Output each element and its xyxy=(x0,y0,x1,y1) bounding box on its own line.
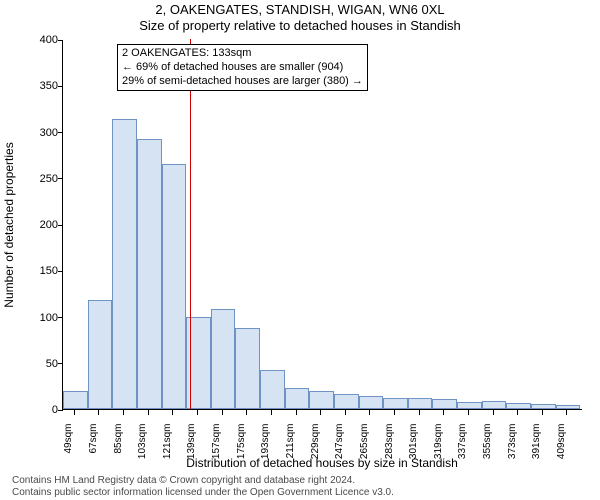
x-tick-mark xyxy=(271,410,272,415)
annotation-box: 2 OAKENGATES: 133sqm ← 69% of detached h… xyxy=(117,44,368,91)
histogram-bar xyxy=(408,398,433,409)
y-tick-mark xyxy=(58,271,63,272)
x-tick-label: 355sqm xyxy=(482,424,493,474)
histogram-bar xyxy=(112,119,137,409)
histogram-bar xyxy=(556,405,581,409)
x-tick-label: 211sqm xyxy=(285,424,296,474)
x-tick-mark xyxy=(566,410,567,415)
chart-title-address: 2, OAKENGATES, STANDISH, WIGAN, WN6 0XL xyxy=(0,2,600,17)
x-tick-mark xyxy=(419,410,420,415)
x-tick-mark xyxy=(222,410,223,415)
chart-title-desc: Size of property relative to detached ho… xyxy=(0,18,600,33)
y-tick-label: 300 xyxy=(18,127,58,139)
y-tick-label: 0 xyxy=(18,404,58,416)
footer-line1: Contains HM Land Registry data © Crown c… xyxy=(12,475,394,487)
reference-vline xyxy=(190,39,191,409)
histogram-bar xyxy=(88,300,113,409)
x-tick-mark xyxy=(394,410,395,415)
y-tick-label: 400 xyxy=(18,34,58,46)
x-tick-label: 247sqm xyxy=(334,424,345,474)
histogram-bar xyxy=(359,396,384,409)
x-tick-mark xyxy=(443,410,444,415)
x-tick-label: 337sqm xyxy=(457,424,468,474)
x-tick-label: 265sqm xyxy=(359,424,370,474)
x-tick-label: 301sqm xyxy=(408,424,419,474)
y-tick-label: 100 xyxy=(18,312,58,324)
y-tick-label: 200 xyxy=(18,219,58,231)
annotation-line2: ← 69% of detached houses are smaller (90… xyxy=(122,61,363,75)
y-tick-mark xyxy=(58,225,63,226)
x-tick-mark xyxy=(148,410,149,415)
x-tick-label: 85sqm xyxy=(113,424,124,474)
x-tick-mark xyxy=(246,410,247,415)
x-tick-label: 391sqm xyxy=(531,424,542,474)
x-tick-mark xyxy=(296,410,297,415)
x-tick-mark xyxy=(468,410,469,415)
x-tick-label: 229sqm xyxy=(310,424,321,474)
footer-line2: Contains public sector information licen… xyxy=(12,487,394,499)
x-tick-mark xyxy=(197,410,198,415)
x-tick-label: 157sqm xyxy=(211,424,222,474)
histogram-bar xyxy=(531,404,556,409)
x-tick-mark xyxy=(74,410,75,415)
x-tick-label: 283sqm xyxy=(384,424,395,474)
histogram-bar xyxy=(211,309,236,409)
plot-area: 2 OAKENGATES: 133sqm ← 69% of detached h… xyxy=(62,40,582,410)
x-tick-mark xyxy=(369,410,370,415)
y-tick-mark xyxy=(58,40,63,41)
x-tick-mark xyxy=(493,410,494,415)
x-tick-label: 409sqm xyxy=(556,424,567,474)
histogram-bar xyxy=(383,398,408,409)
y-tick-mark xyxy=(58,132,63,133)
histogram-bar xyxy=(260,370,285,409)
histogram-bar xyxy=(334,394,359,409)
histogram-bar xyxy=(432,399,457,409)
histogram-bar xyxy=(285,388,310,409)
y-tick-label: 350 xyxy=(18,80,58,92)
annotation-line1: 2 OAKENGATES: 133sqm xyxy=(122,47,363,61)
x-tick-mark xyxy=(172,410,173,415)
x-tick-label: 67sqm xyxy=(88,424,99,474)
x-tick-label: 193sqm xyxy=(260,424,271,474)
x-tick-mark xyxy=(517,410,518,415)
x-tick-label: 373sqm xyxy=(507,424,518,474)
histogram-bar xyxy=(162,164,187,409)
annotation-line3: 29% of semi-detached houses are larger (… xyxy=(122,75,363,89)
x-tick-label: 103sqm xyxy=(137,424,148,474)
y-tick-mark xyxy=(58,86,63,87)
histogram-bar xyxy=(235,328,260,409)
x-tick-label: 319sqm xyxy=(433,424,444,474)
y-tick-mark xyxy=(58,317,63,318)
histogram-bar xyxy=(309,391,334,410)
x-tick-mark xyxy=(98,410,99,415)
y-tick-mark xyxy=(58,363,63,364)
histogram-bar xyxy=(63,391,88,410)
y-tick-label: 150 xyxy=(18,265,58,277)
chart-container: 2, OAKENGATES, STANDISH, WIGAN, WN6 0XL … xyxy=(0,0,600,500)
x-tick-label: 49sqm xyxy=(63,424,74,474)
y-tick-mark xyxy=(58,410,63,411)
y-tick-mark xyxy=(58,178,63,179)
footer-attribution: Contains HM Land Registry data © Crown c… xyxy=(12,475,394,498)
histogram-bar xyxy=(137,139,162,409)
x-tick-mark xyxy=(542,410,543,415)
x-tick-label: 175sqm xyxy=(236,424,247,474)
y-tick-label: 250 xyxy=(18,173,58,185)
x-tick-label: 121sqm xyxy=(162,424,173,474)
histogram-bar xyxy=(482,401,507,409)
x-tick-label: 139sqm xyxy=(186,424,197,474)
x-tick-mark xyxy=(345,410,346,415)
y-axis-label: Number of detached properties xyxy=(2,40,18,410)
histogram-bar xyxy=(506,403,531,409)
x-tick-mark xyxy=(320,410,321,415)
x-tick-mark xyxy=(123,410,124,415)
histogram-bar xyxy=(457,402,482,409)
y-tick-label: 50 xyxy=(18,358,58,370)
